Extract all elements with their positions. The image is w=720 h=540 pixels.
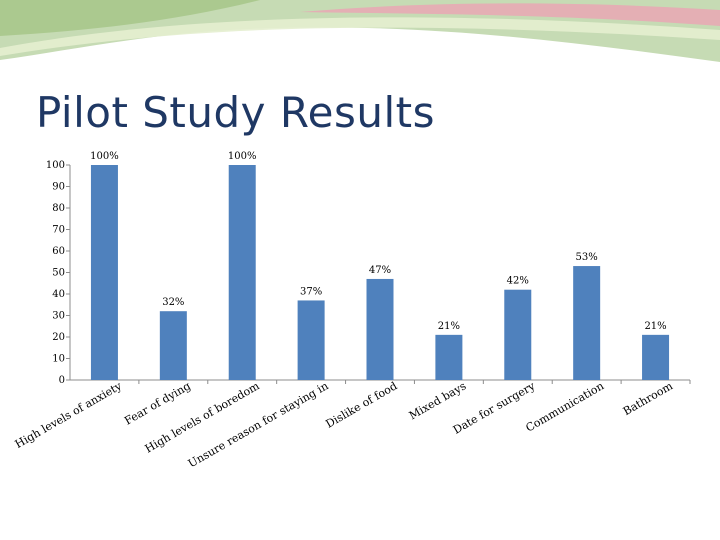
x-tick-label: Bathroom: [621, 379, 676, 418]
bar: [435, 334, 463, 380]
header-decoration: [0, 0, 720, 62]
data-label: 32%: [162, 297, 184, 308]
data-label: 53%: [576, 252, 598, 263]
slide-title: Pilot Study Results: [36, 88, 436, 137]
x-tick-label: Dislike of food: [324, 379, 400, 430]
data-label: 21%: [438, 321, 460, 332]
data-label: 100%: [90, 151, 119, 162]
header-dark-wave: [0, 0, 260, 36]
header-pink-wave: [300, 3, 720, 27]
bar: [573, 266, 601, 380]
x-tick-label: Mixed bays: [407, 379, 469, 422]
bar: [90, 165, 118, 380]
x-tick-label: High levels of boredom: [143, 379, 262, 455]
data-label: 37%: [300, 286, 322, 297]
data-label: 21%: [644, 321, 666, 332]
y-tick-label: 50: [52, 268, 65, 279]
y-tick-label: 0: [59, 375, 65, 386]
y-tick-label: 10: [52, 354, 65, 365]
bar: [504, 289, 532, 380]
data-label: 42%: [507, 276, 529, 287]
x-tick-label: Communication: [523, 379, 606, 434]
y-tick-label: 90: [52, 182, 65, 193]
bar: [642, 334, 670, 380]
y-tick-label: 40: [52, 289, 65, 300]
bar: [297, 300, 325, 380]
bar: [228, 165, 256, 380]
bar: [159, 311, 187, 380]
header-light-wave: [0, 17, 720, 56]
y-tick-label: 30: [52, 311, 65, 322]
y-tick-label: 80: [52, 203, 65, 214]
y-tick-label: 100: [46, 160, 65, 171]
data-label: 100%: [228, 151, 257, 162]
y-tick-label: 20: [52, 332, 65, 343]
bar: [366, 278, 394, 380]
y-tick-label: 70: [52, 225, 65, 236]
x-tick-label: Unsure reason for staying in: [186, 379, 331, 470]
y-tick-label: 60: [52, 246, 65, 257]
x-tick-label: High levels of anxiety: [13, 379, 125, 451]
data-label: 47%: [369, 265, 391, 276]
